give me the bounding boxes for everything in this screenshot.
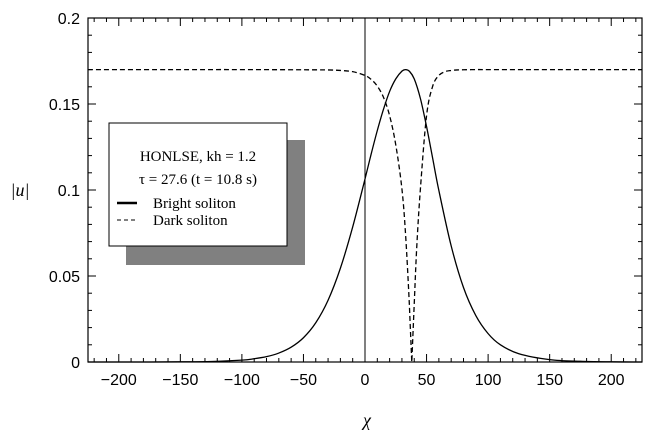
legend-title-line-1: HONLSE, kh = 1.2 bbox=[140, 149, 256, 165]
x-axis-label: χ bbox=[361, 410, 372, 430]
x-tick-label: −200 bbox=[101, 372, 137, 389]
x-tick-label: 100 bbox=[475, 372, 502, 389]
y-tick-label: 0.05 bbox=[49, 269, 80, 286]
legend-box bbox=[108, 122, 288, 247]
y-tick-label: 0.1 bbox=[58, 183, 80, 200]
bright-soliton-line bbox=[87, 68, 643, 363]
x-tick-label: 0 bbox=[361, 372, 370, 389]
y-tick-label: 0 bbox=[71, 355, 80, 372]
legend-label-bright: Bright soliton bbox=[153, 196, 236, 212]
x-tick-label: 150 bbox=[536, 372, 563, 389]
y-axis-label: |u| bbox=[11, 180, 30, 200]
x-tick-label: 50 bbox=[418, 372, 436, 389]
x-tick-label: 200 bbox=[598, 372, 625, 389]
x-tick-label: −150 bbox=[162, 372, 198, 389]
y-tick-label: 0.2 bbox=[58, 11, 80, 28]
legend-label-dark: Dark soliton bbox=[153, 213, 228, 229]
legend-title-line-2: τ = 27.6 (t = 10.8 s) bbox=[139, 172, 257, 188]
x-tick-label: −100 bbox=[224, 372, 260, 389]
x-tick-label: −50 bbox=[290, 372, 317, 389]
legend: HONLSE, kh = 1.2 τ = 27.6 (t = 10.8 s) B… bbox=[108, 122, 305, 265]
series-group bbox=[87, 68, 643, 363]
axis-tick-labels: −200 −150 −100 −50 0 50 100 150 200 0 0.05 0.1 0.15 0… bbox=[49, 11, 625, 389]
y-tick-label: 0.15 bbox=[49, 97, 80, 114]
dark-soliton-line bbox=[88, 68, 642, 363]
